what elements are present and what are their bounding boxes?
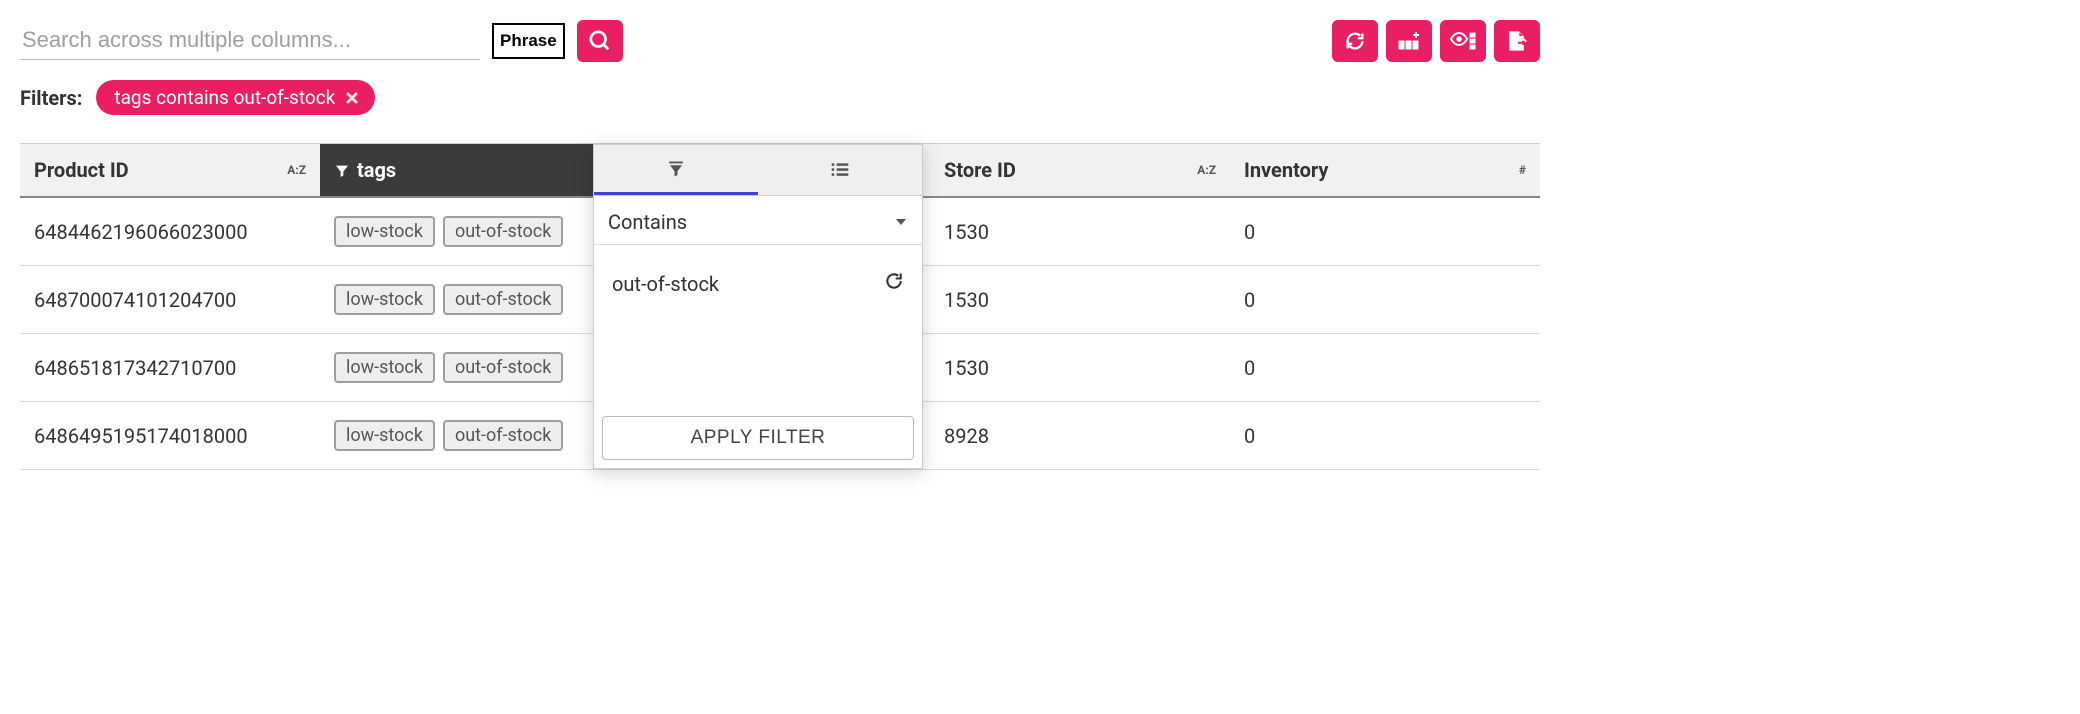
add-column-icon [1397, 30, 1421, 52]
search-button[interactable] [577, 20, 623, 62]
column-filter-popover: Contains out-of-stock APPLY FILTER [593, 144, 923, 469]
filter-active-icon [334, 163, 350, 179]
column-header-product-id[interactable]: Product ID A:Z [20, 144, 320, 197]
popover-tabs [594, 145, 922, 196]
column-header-inventory[interactable]: Inventory # [1230, 144, 1540, 197]
cell-inventory: 0 [1230, 334, 1540, 402]
phrase-toggle[interactable]: Phrase [492, 23, 565, 59]
search-input[interactable] [20, 23, 480, 60]
cell-tags: low-stock out-of-stock [320, 266, 620, 334]
action-buttons [1332, 20, 1540, 62]
filter-operator-select[interactable]: Contains [594, 196, 922, 245]
filter-chip[interactable]: tags contains out-of-stock [96, 80, 375, 115]
funnel-icon [667, 160, 685, 178]
cell-store-id: 1530 [930, 266, 1230, 334]
list-icon [830, 161, 850, 179]
filters-row: Filters: tags contains out-of-stock [20, 80, 1540, 115]
eye-columns-icon [1450, 30, 1476, 52]
cell-product-id: 6484462196066023000 [20, 197, 320, 266]
export-icon [1506, 30, 1528, 52]
cell-inventory: 0 [1230, 266, 1540, 334]
type-badge: A:Z [287, 163, 306, 177]
filter-reset-button[interactable] [884, 271, 904, 296]
type-badge: A:Z [1197, 163, 1216, 177]
chevron-down-icon [894, 215, 908, 229]
cell-store-id: 1530 [930, 197, 1230, 266]
cell-product-id: 6486495195174018000 [20, 402, 320, 470]
column-header-tags[interactable]: tags [320, 144, 620, 197]
remove-filter-icon[interactable] [345, 91, 359, 105]
tag-pill: out-of-stock [443, 420, 563, 451]
cell-tags: low-stock out-of-stock [320, 402, 620, 470]
tag-pill: low-stock [334, 216, 435, 247]
cell-store-id: 1530 [930, 334, 1230, 402]
type-badge: # [1519, 163, 1526, 177]
cell-tags: low-stock out-of-stock [320, 334, 620, 402]
column-header-store-id[interactable]: Store ID A:Z [930, 144, 1230, 197]
apply-filter-button[interactable]: APPLY FILTER [602, 416, 914, 460]
cell-store-id: 8928 [930, 402, 1230, 470]
cell-inventory: 0 [1230, 197, 1540, 266]
tag-pill: out-of-stock [443, 216, 563, 247]
refresh-icon [1344, 30, 1366, 52]
tag-pill: out-of-stock [443, 352, 563, 383]
refresh-button[interactable] [1332, 20, 1378, 62]
add-column-button[interactable] [1386, 20, 1432, 62]
data-table: Product ID A:Z tags Title A:Z Store ID A… [20, 143, 1540, 470]
export-button[interactable] [1494, 20, 1540, 62]
cell-inventory: 0 [1230, 402, 1540, 470]
tag-pill: out-of-stock [443, 284, 563, 315]
search-icon [589, 30, 611, 52]
cell-tags: low-stock out-of-stock [320, 197, 620, 266]
tag-pill: low-stock [334, 352, 435, 383]
filter-value-input[interactable]: out-of-stock [612, 272, 719, 296]
cell-product-id: 648651817342710700 [20, 334, 320, 402]
column-visibility-button[interactable] [1440, 20, 1486, 62]
cell-product-id: 648700074101204700 [20, 266, 320, 334]
filter-operator-value: Contains [608, 210, 687, 234]
popover-tab-filter[interactable] [594, 145, 758, 195]
filters-label: Filters: [20, 86, 82, 110]
tag-pill: low-stock [334, 284, 435, 315]
tag-pill: low-stock [334, 420, 435, 451]
popover-tab-values[interactable] [758, 145, 922, 195]
filter-chip-text: tags contains out-of-stock [114, 86, 335, 109]
undo-icon [884, 271, 904, 291]
toolbar: Phrase [20, 20, 1540, 62]
